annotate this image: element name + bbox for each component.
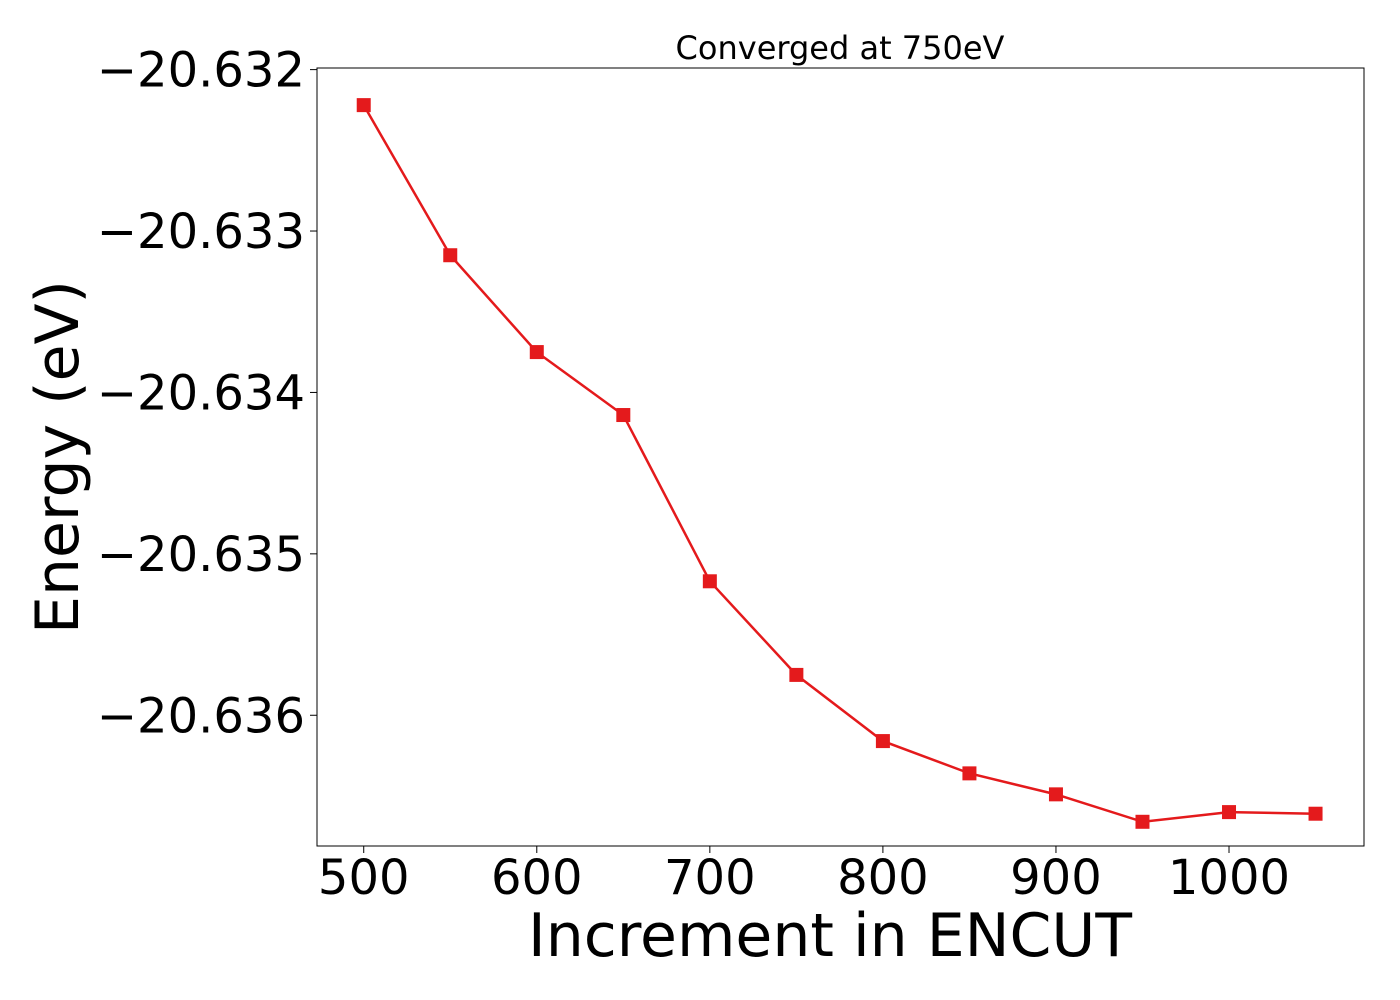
x-tick-label: 900 <box>1010 850 1102 906</box>
data-point <box>443 248 458 263</box>
chart-title: Converged at 750eV <box>676 29 1005 67</box>
y-tick-label: −20.635 <box>97 527 305 583</box>
y-tick-label: −20.632 <box>97 43 305 99</box>
y-tick-label: −20.634 <box>97 365 305 421</box>
series-line <box>362 104 1316 824</box>
x-tick-label: 800 <box>837 850 929 906</box>
data-point <box>529 345 544 360</box>
data-point <box>356 98 371 113</box>
data-point <box>789 667 804 682</box>
x-tick-label: 500 <box>318 850 410 906</box>
data-point <box>1222 805 1237 820</box>
x-tick-label: 1000 <box>1168 850 1290 906</box>
data-point <box>1308 806 1323 821</box>
plot-area <box>316 67 1365 847</box>
y-tick-label: −20.636 <box>97 688 305 744</box>
data-point <box>1135 814 1150 829</box>
data-point <box>875 734 890 749</box>
data-point <box>616 408 631 423</box>
x-tick-label: 600 <box>491 850 583 906</box>
y-tick-label: −20.633 <box>97 204 305 260</box>
data-point <box>962 766 977 781</box>
y-axis-label: Energy (eV) <box>23 280 93 634</box>
x-tick-label: 700 <box>664 850 756 906</box>
data-point <box>1048 787 1063 802</box>
x-axis-label: Increment in ENCUT <box>528 901 1132 971</box>
data-point <box>702 574 717 589</box>
